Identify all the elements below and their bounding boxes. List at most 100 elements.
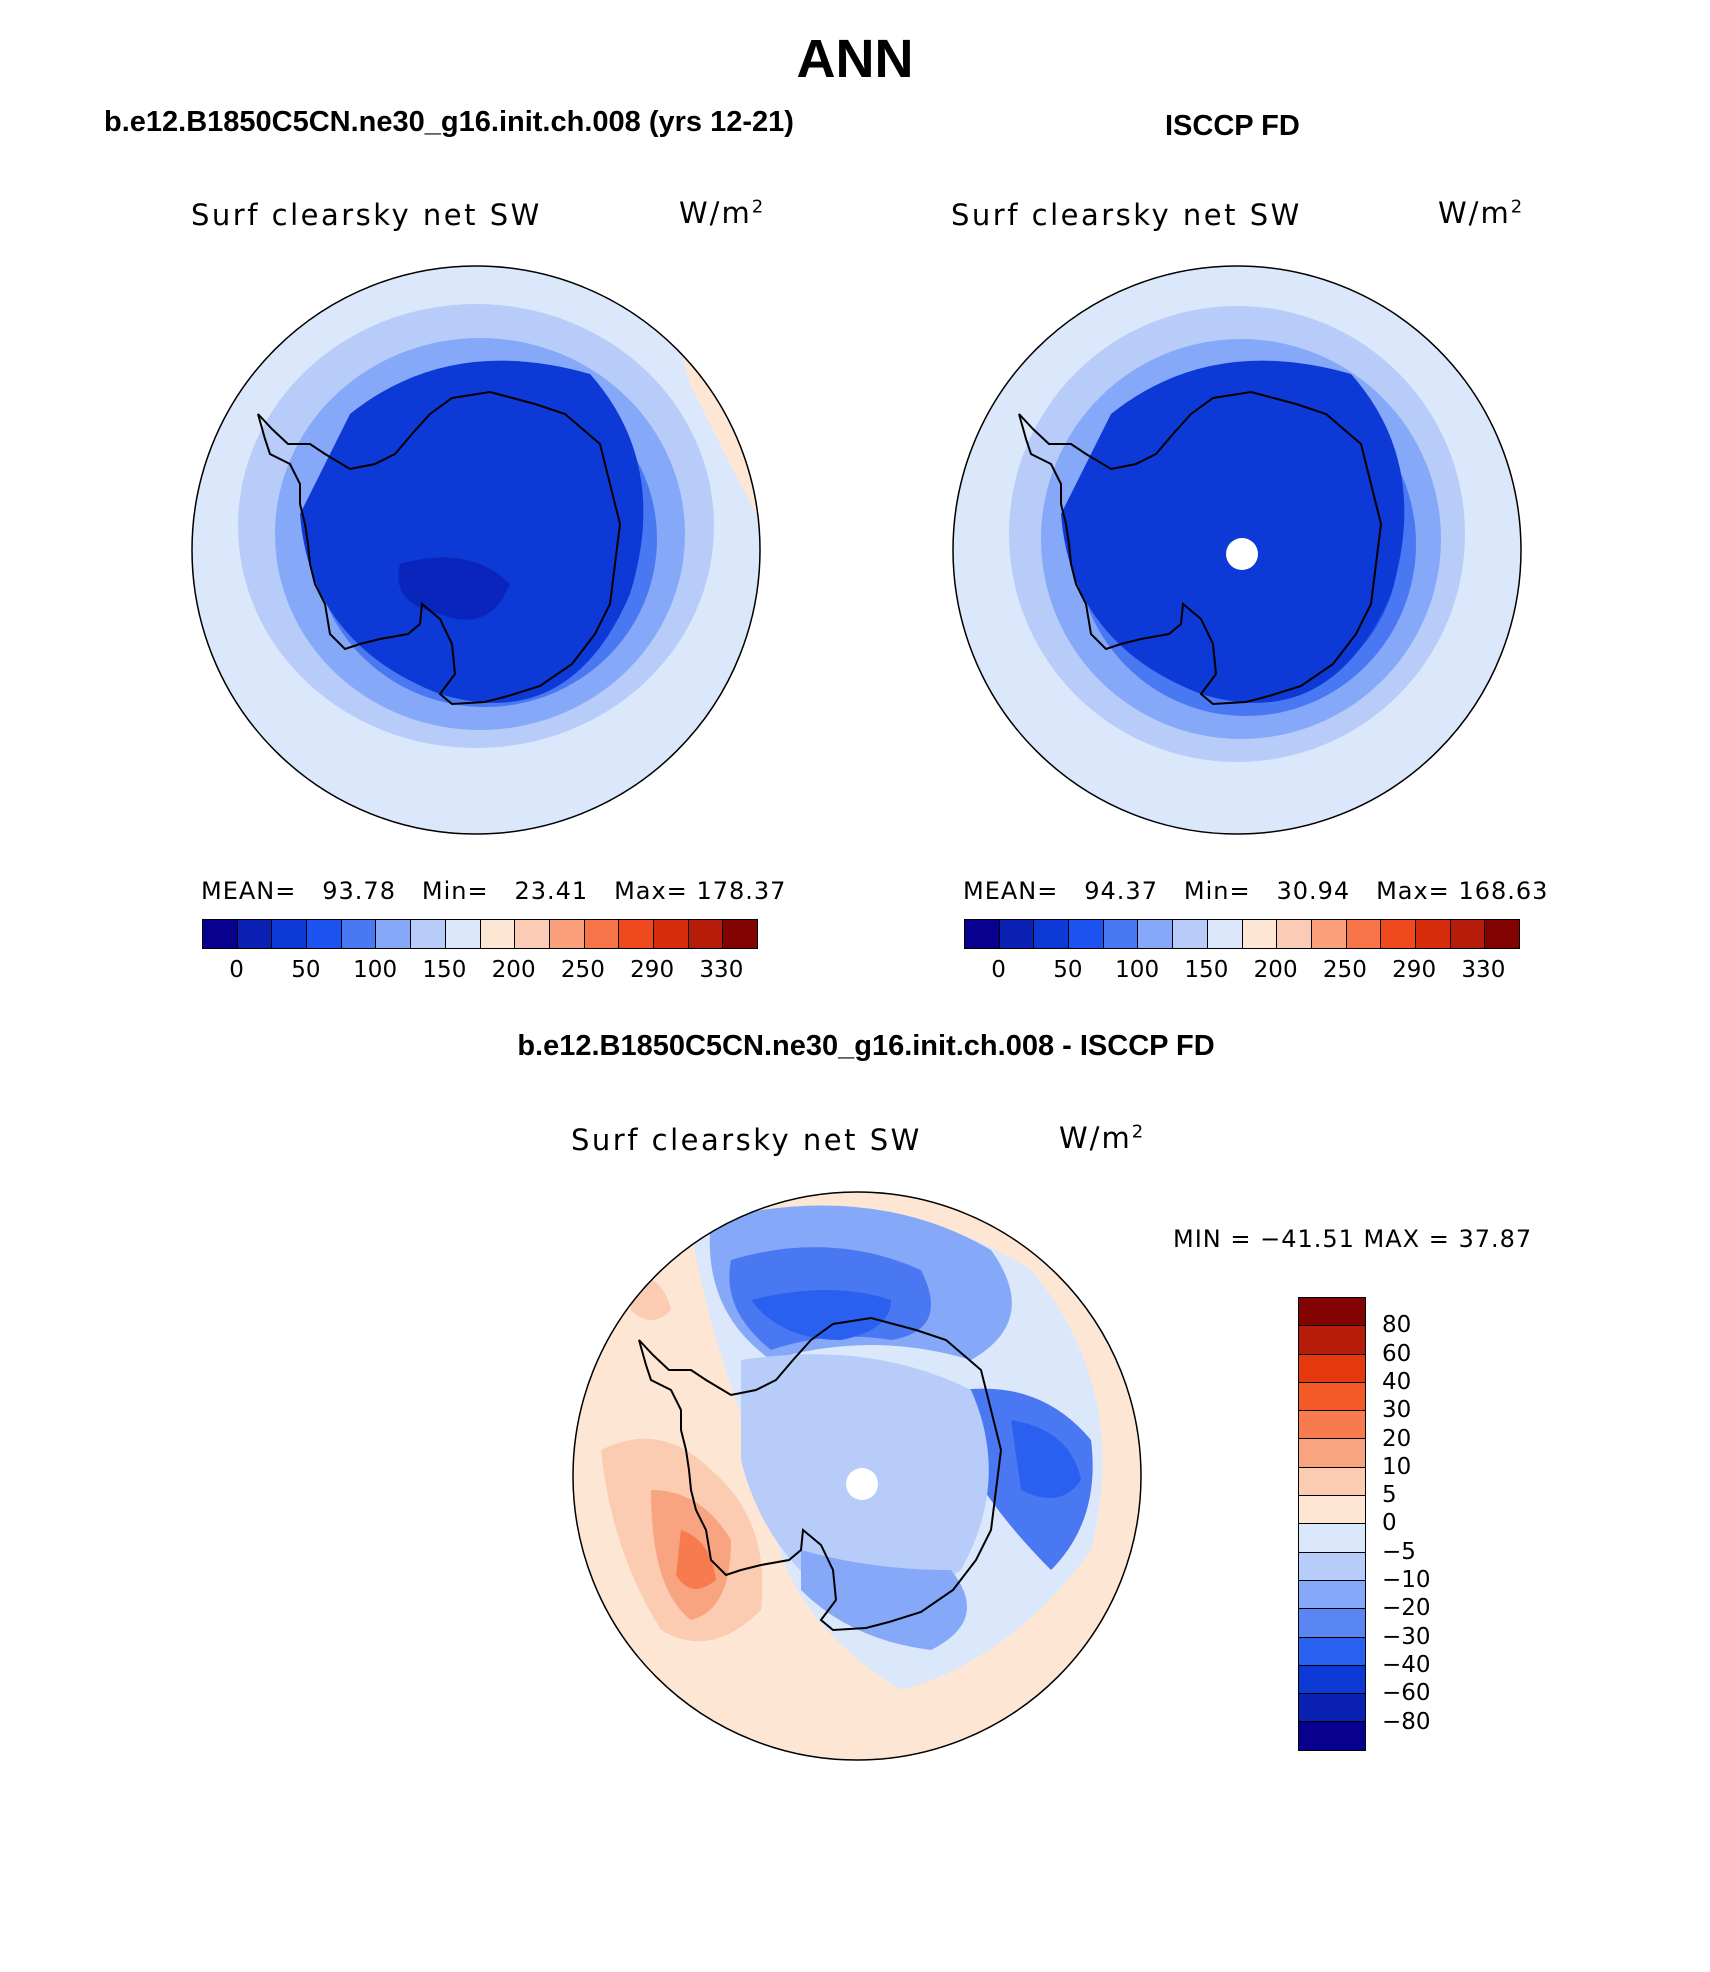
colorbar-box (1415, 920, 1451, 948)
panel1-colorbar (202, 919, 758, 949)
obs-polar-map (952, 265, 1522, 835)
colorbar-box (1299, 1580, 1365, 1610)
colorbar-tick-label: 40 (1382, 1368, 1412, 1395)
colorbar-box (376, 920, 412, 948)
colorbar-tick-label: 330 (699, 957, 744, 983)
colorbar-tick-label: 200 (1253, 957, 1298, 983)
colorbar-box (999, 920, 1035, 948)
colorbar-tick-label: 50 (1053, 957, 1083, 983)
colorbar-tick-label: 5 (1382, 1482, 1397, 1509)
colorbar-tick-label: 50 (291, 957, 321, 983)
colorbar-box (1034, 920, 1070, 948)
model-case-title: b.e12.B1850C5CN.ne30_g16.init.ch.008 (yr… (104, 106, 794, 138)
colorbar-box (1299, 1552, 1365, 1581)
colorbar-tick-label: 20 (1382, 1425, 1412, 1452)
panel1-variable-label: Surf clearsky net SW (191, 198, 542, 232)
diff-variable-label: Surf clearsky net SW (571, 1123, 922, 1157)
colorbar-box (965, 920, 1000, 948)
panel2-colorbar-labels: 0 50 100 150 200 250 290 330 (964, 957, 1518, 987)
panel2-colorbar (964, 919, 1520, 949)
colorbar-box (1299, 1467, 1365, 1497)
colorbar-box (1173, 920, 1208, 948)
colorbar-box (688, 920, 724, 948)
colorbar-box (1299, 1524, 1365, 1553)
colorbar-tick-label: −5 (1382, 1538, 1416, 1565)
colorbar-box (1299, 1439, 1365, 1468)
colorbar-tick-label: −60 (1382, 1680, 1431, 1707)
colorbar-box (1299, 1694, 1365, 1723)
difference-title: b.e12.B1850C5CN.ne30_g16.init.ch.008 - I… (517, 1030, 1215, 1062)
colorbar-box (1138, 920, 1174, 948)
colorbar-box (549, 920, 585, 948)
colorbar-tick-label: −20 (1382, 1595, 1431, 1622)
colorbar-box (1277, 920, 1312, 948)
panel1-units: W/m2 (679, 196, 766, 230)
colorbar-box (307, 920, 342, 948)
colorbar-tick-label: 0 (991, 957, 1006, 983)
colorbar-tick-label: 150 (1184, 957, 1229, 983)
colorbar-tick-label: 250 (1322, 957, 1367, 983)
colorbar-tick-label: 290 (1392, 957, 1437, 983)
colorbar-box (1346, 920, 1382, 948)
colorbar-box (1299, 1382, 1365, 1412)
colorbar-box (515, 920, 550, 948)
colorbar-box (1299, 1722, 1365, 1750)
colorbar-box (1299, 1665, 1365, 1695)
colorbar-box (1299, 1326, 1365, 1355)
colorbar-tick-label: 100 (353, 957, 398, 983)
colorbar-box (584, 920, 620, 948)
colorbar-box (653, 920, 689, 948)
panel2-stats: MEAN= 94.37 Min= 30.94 Max= 168.63 (963, 877, 1549, 905)
main-title: ANN (796, 29, 914, 89)
colorbar-box (1450, 920, 1486, 948)
colorbar-tick-label: −40 (1382, 1651, 1431, 1678)
colorbar-tick-label: 200 (491, 957, 536, 983)
colorbar-box (1207, 920, 1243, 948)
difference-colorbar (1298, 1297, 1366, 1751)
colorbar-box (1299, 1354, 1365, 1383)
colorbar-tick-label: 290 (630, 957, 675, 983)
colorbar-box (445, 920, 481, 948)
colorbar-tick-label: 0 (229, 957, 244, 983)
colorbar-tick-label: 250 (560, 957, 605, 983)
colorbar-tick-label: −10 (1382, 1567, 1431, 1593)
colorbar-box (723, 920, 757, 948)
panel2-variable-label: Surf clearsky net SW (951, 198, 1302, 232)
antarctica-coastline-icon (257, 390, 622, 706)
colorbar-box (1311, 920, 1347, 948)
colorbar-tick-label: 0 (1382, 1510, 1397, 1537)
antarctica-coastline-icon (638, 1316, 1003, 1632)
colorbar-box (1299, 1496, 1365, 1525)
panel1-stats: MEAN= 93.78 Min= 23.41 Max= 178.37 (201, 877, 787, 905)
colorbar-box (1299, 1637, 1365, 1666)
colorbar-box (1381, 920, 1416, 948)
colorbar-tick-label: −80 (1382, 1708, 1431, 1735)
colorbar-box (341, 920, 377, 948)
panel1-colorbar-labels: 0 50 100 150 200 250 290 330 (202, 957, 756, 987)
colorbar-box (237, 920, 273, 948)
colorbar-tick-label: 30 (1382, 1397, 1412, 1424)
colorbar-box (272, 920, 308, 948)
colorbar-box (480, 920, 516, 948)
model-polar-map (191, 265, 761, 835)
colorbar-box (619, 920, 654, 948)
colorbar-box (1299, 1609, 1365, 1638)
colorbar-box (1103, 920, 1139, 948)
difference-polar-map (572, 1191, 1142, 1761)
colorbar-box (1242, 920, 1278, 948)
obs-case-title: ISCCP FD (1165, 110, 1300, 142)
colorbar-box (203, 920, 238, 948)
colorbar-tick-label: −30 (1382, 1623, 1431, 1650)
colorbar-box (1299, 1298, 1365, 1327)
colorbar-tick-label: 10 (1382, 1453, 1412, 1480)
diff-units: W/m2 (1059, 1121, 1146, 1155)
colorbar-box (1069, 920, 1104, 948)
antarctica-coastline-icon (1018, 390, 1383, 706)
diff-minmax: MIN = −41.51 MAX = 37.87 (1173, 1225, 1533, 1253)
colorbar-tick-label: 150 (422, 957, 467, 983)
colorbar-tick-label: 60 (1382, 1340, 1412, 1367)
colorbar-tick-label: 100 (1115, 957, 1160, 983)
colorbar-box (1485, 920, 1519, 948)
colorbar-tick-label: 330 (1461, 957, 1506, 983)
colorbar-box (411, 920, 446, 948)
